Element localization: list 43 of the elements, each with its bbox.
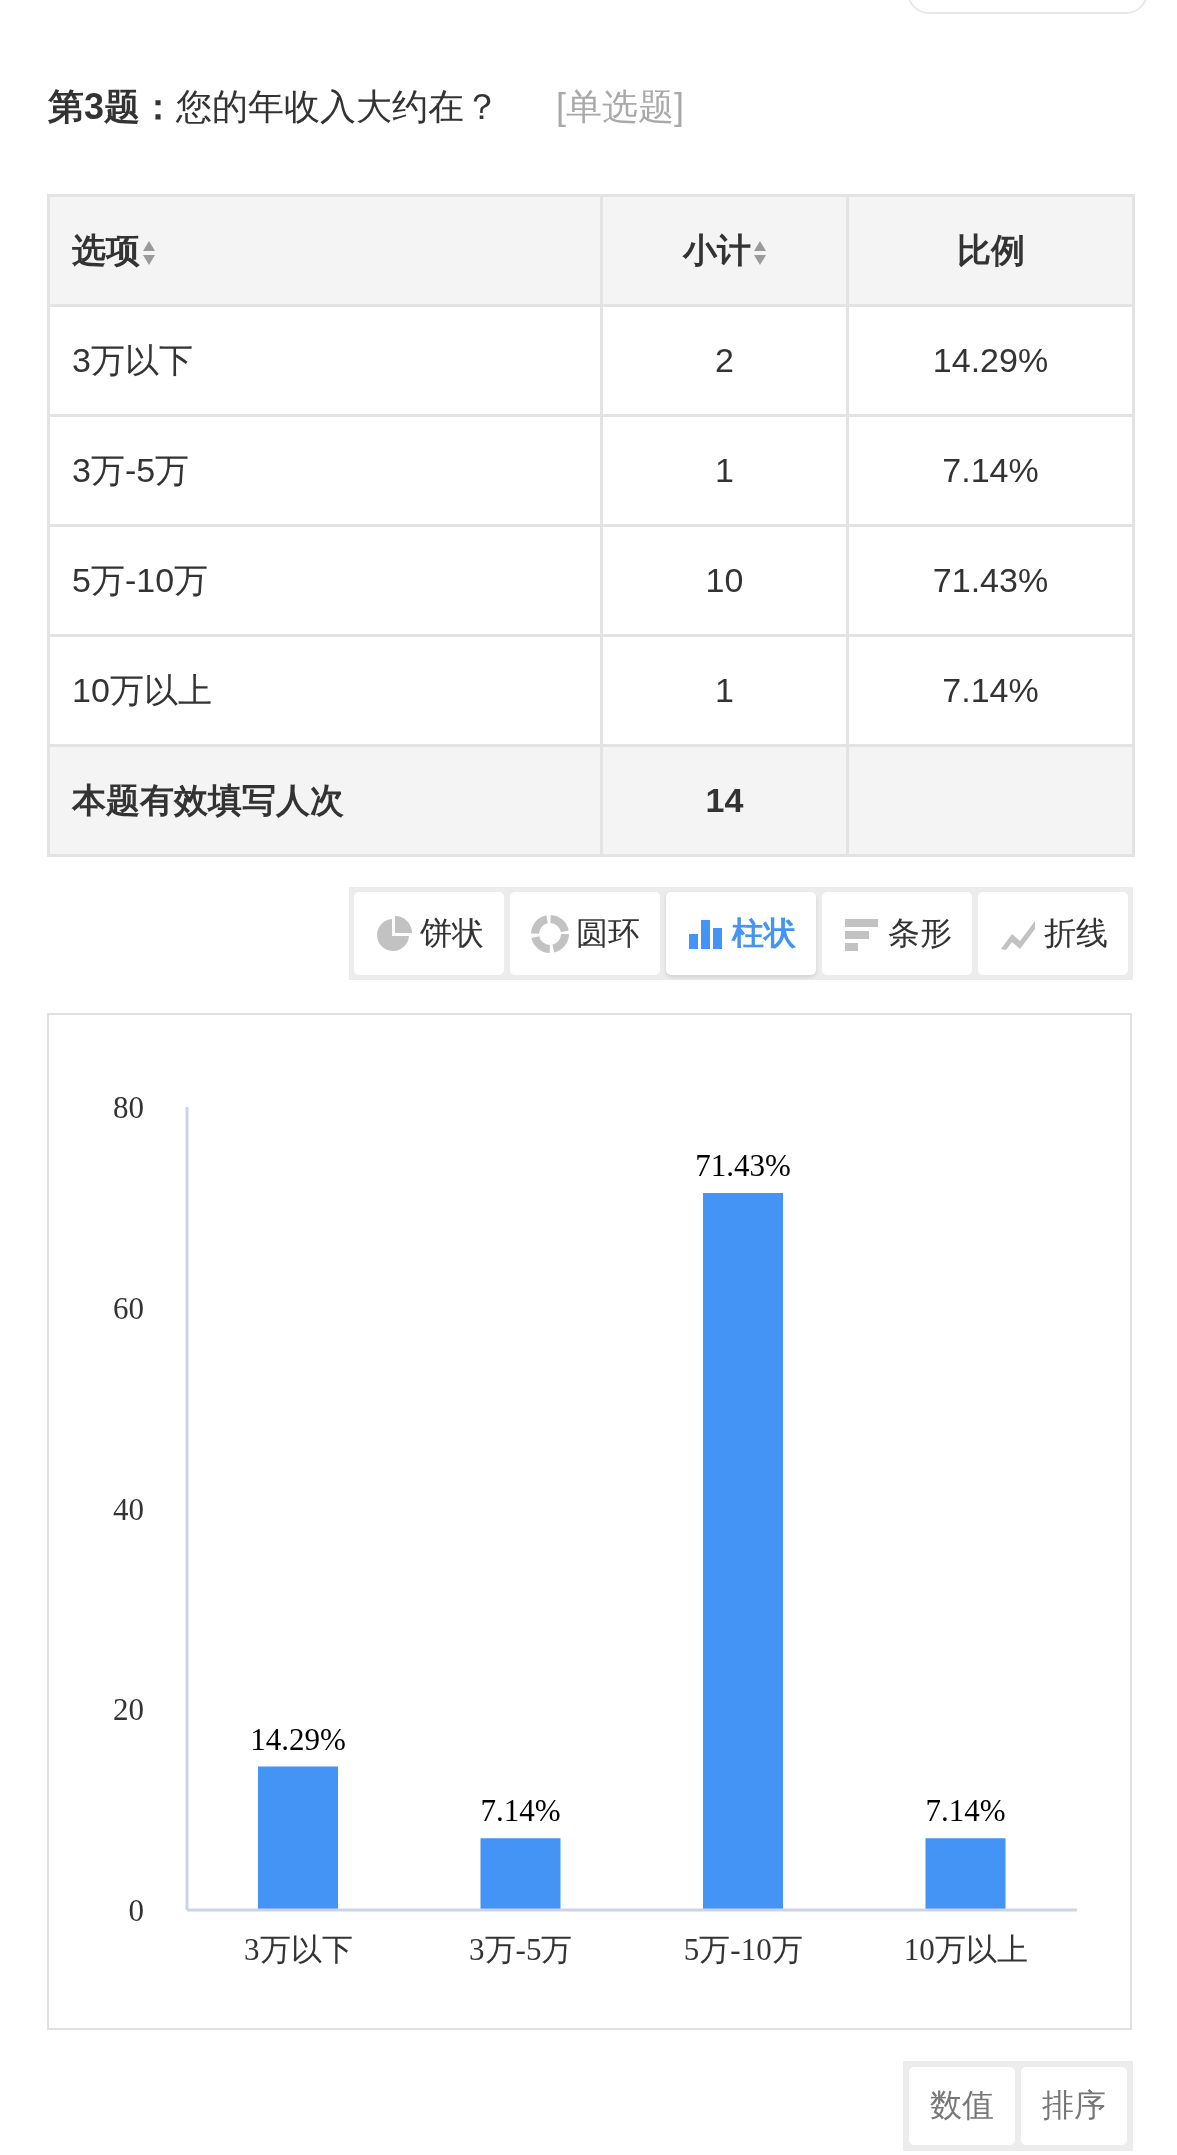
data-label: 1 [601, 635, 848, 746]
data-label: 7.14% [925, 1793, 1006, 1829]
text: 饼状 [420, 913, 484, 953]
data-label: 7.14% [847, 635, 1134, 746]
text: 柱状 [732, 913, 796, 953]
category-label: 10万以上 [48, 635, 602, 746]
y-tick-label: 80 [113, 1090, 144, 1126]
data-label: 14.29% [250, 1721, 346, 1757]
x-tick-label: 3万-5万 [469, 1932, 573, 1968]
text: [单选题] [556, 86, 685, 127]
text: 条形 [888, 913, 952, 953]
data-label: 71.43% [695, 1148, 791, 1184]
x-tick-label: 5万-10万 [683, 1932, 803, 1968]
category-label: 本题有效填写人次 [48, 745, 602, 856]
text: 折线 [1044, 913, 1108, 953]
series-label: 小计 [682, 230, 751, 269]
data-label: 14 [601, 745, 848, 856]
bar [703, 1193, 783, 1910]
category-label: 5万-10万 [48, 525, 602, 636]
data-label: 1 [601, 415, 848, 526]
y-tick-label: 20 [113, 1692, 144, 1728]
data-label: 71.43% [847, 525, 1134, 636]
text: 圆环 [576, 913, 640, 953]
y-tick-label: 60 [113, 1290, 144, 1326]
data-label: 7.14% [847, 415, 1134, 526]
text: 排序 [1042, 2086, 1106, 2125]
text: 数值 [930, 2086, 994, 2125]
y-tick-label: 40 [113, 1491, 144, 1527]
series-label: 比例 [956, 230, 1025, 269]
category-label: 3万-5万 [48, 415, 602, 526]
x-tick-label: 3万以下 [244, 1932, 353, 1968]
bar [258, 1766, 338, 1910]
data-label: 10 [601, 525, 848, 636]
y-tick-label: 0 [128, 1893, 144, 1929]
category-label: 3万以下 [48, 305, 602, 416]
bar [925, 1838, 1006, 1910]
text: 第3题：您的年收入大约在？ [48, 86, 501, 127]
data-label: 14.29% [847, 305, 1134, 416]
x-tick-label: 10万以上 [903, 1932, 1028, 1968]
data-label: 7.14% [480, 1793, 561, 1829]
text: 选项 [72, 230, 140, 269]
bar [480, 1838, 561, 1910]
data-label: 2 [601, 305, 848, 416]
